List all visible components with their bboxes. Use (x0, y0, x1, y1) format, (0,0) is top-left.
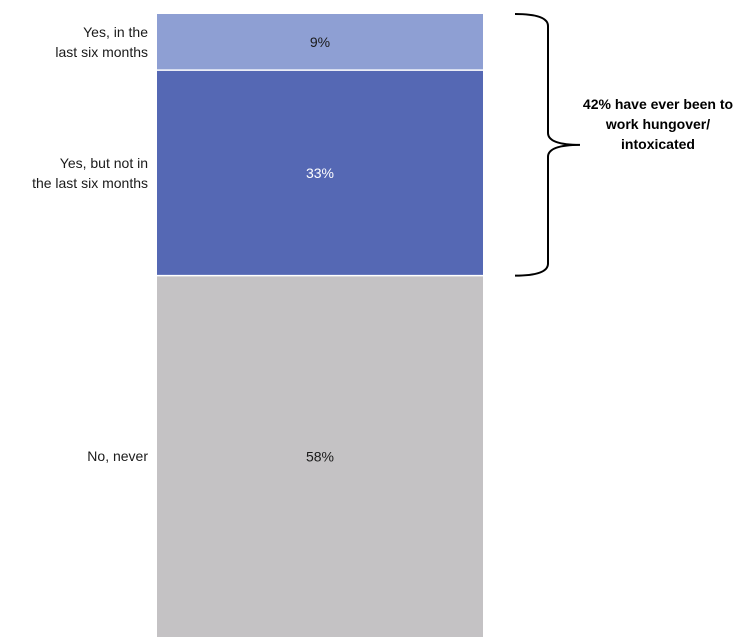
bar-segment-2 (157, 275, 483, 637)
category-label-0: Yes, in the last six months (55, 24, 148, 61)
bracket-brace (514, 13, 581, 277)
data-label-1: 33% (306, 165, 334, 181)
annotation-text: 42% have ever been to work hungover/ int… (582, 96, 734, 152)
stacked-bar: 9% 33% 58% (157, 14, 483, 637)
bar-segment-1 (157, 70, 483, 276)
data-label-0: 9% (310, 34, 330, 50)
category-label-1: Yes, but not in the last six months (32, 154, 148, 191)
bar-segment-0 (157, 14, 483, 71)
category-label-2: No, never (87, 448, 148, 465)
data-label-2: 58% (306, 448, 334, 464)
